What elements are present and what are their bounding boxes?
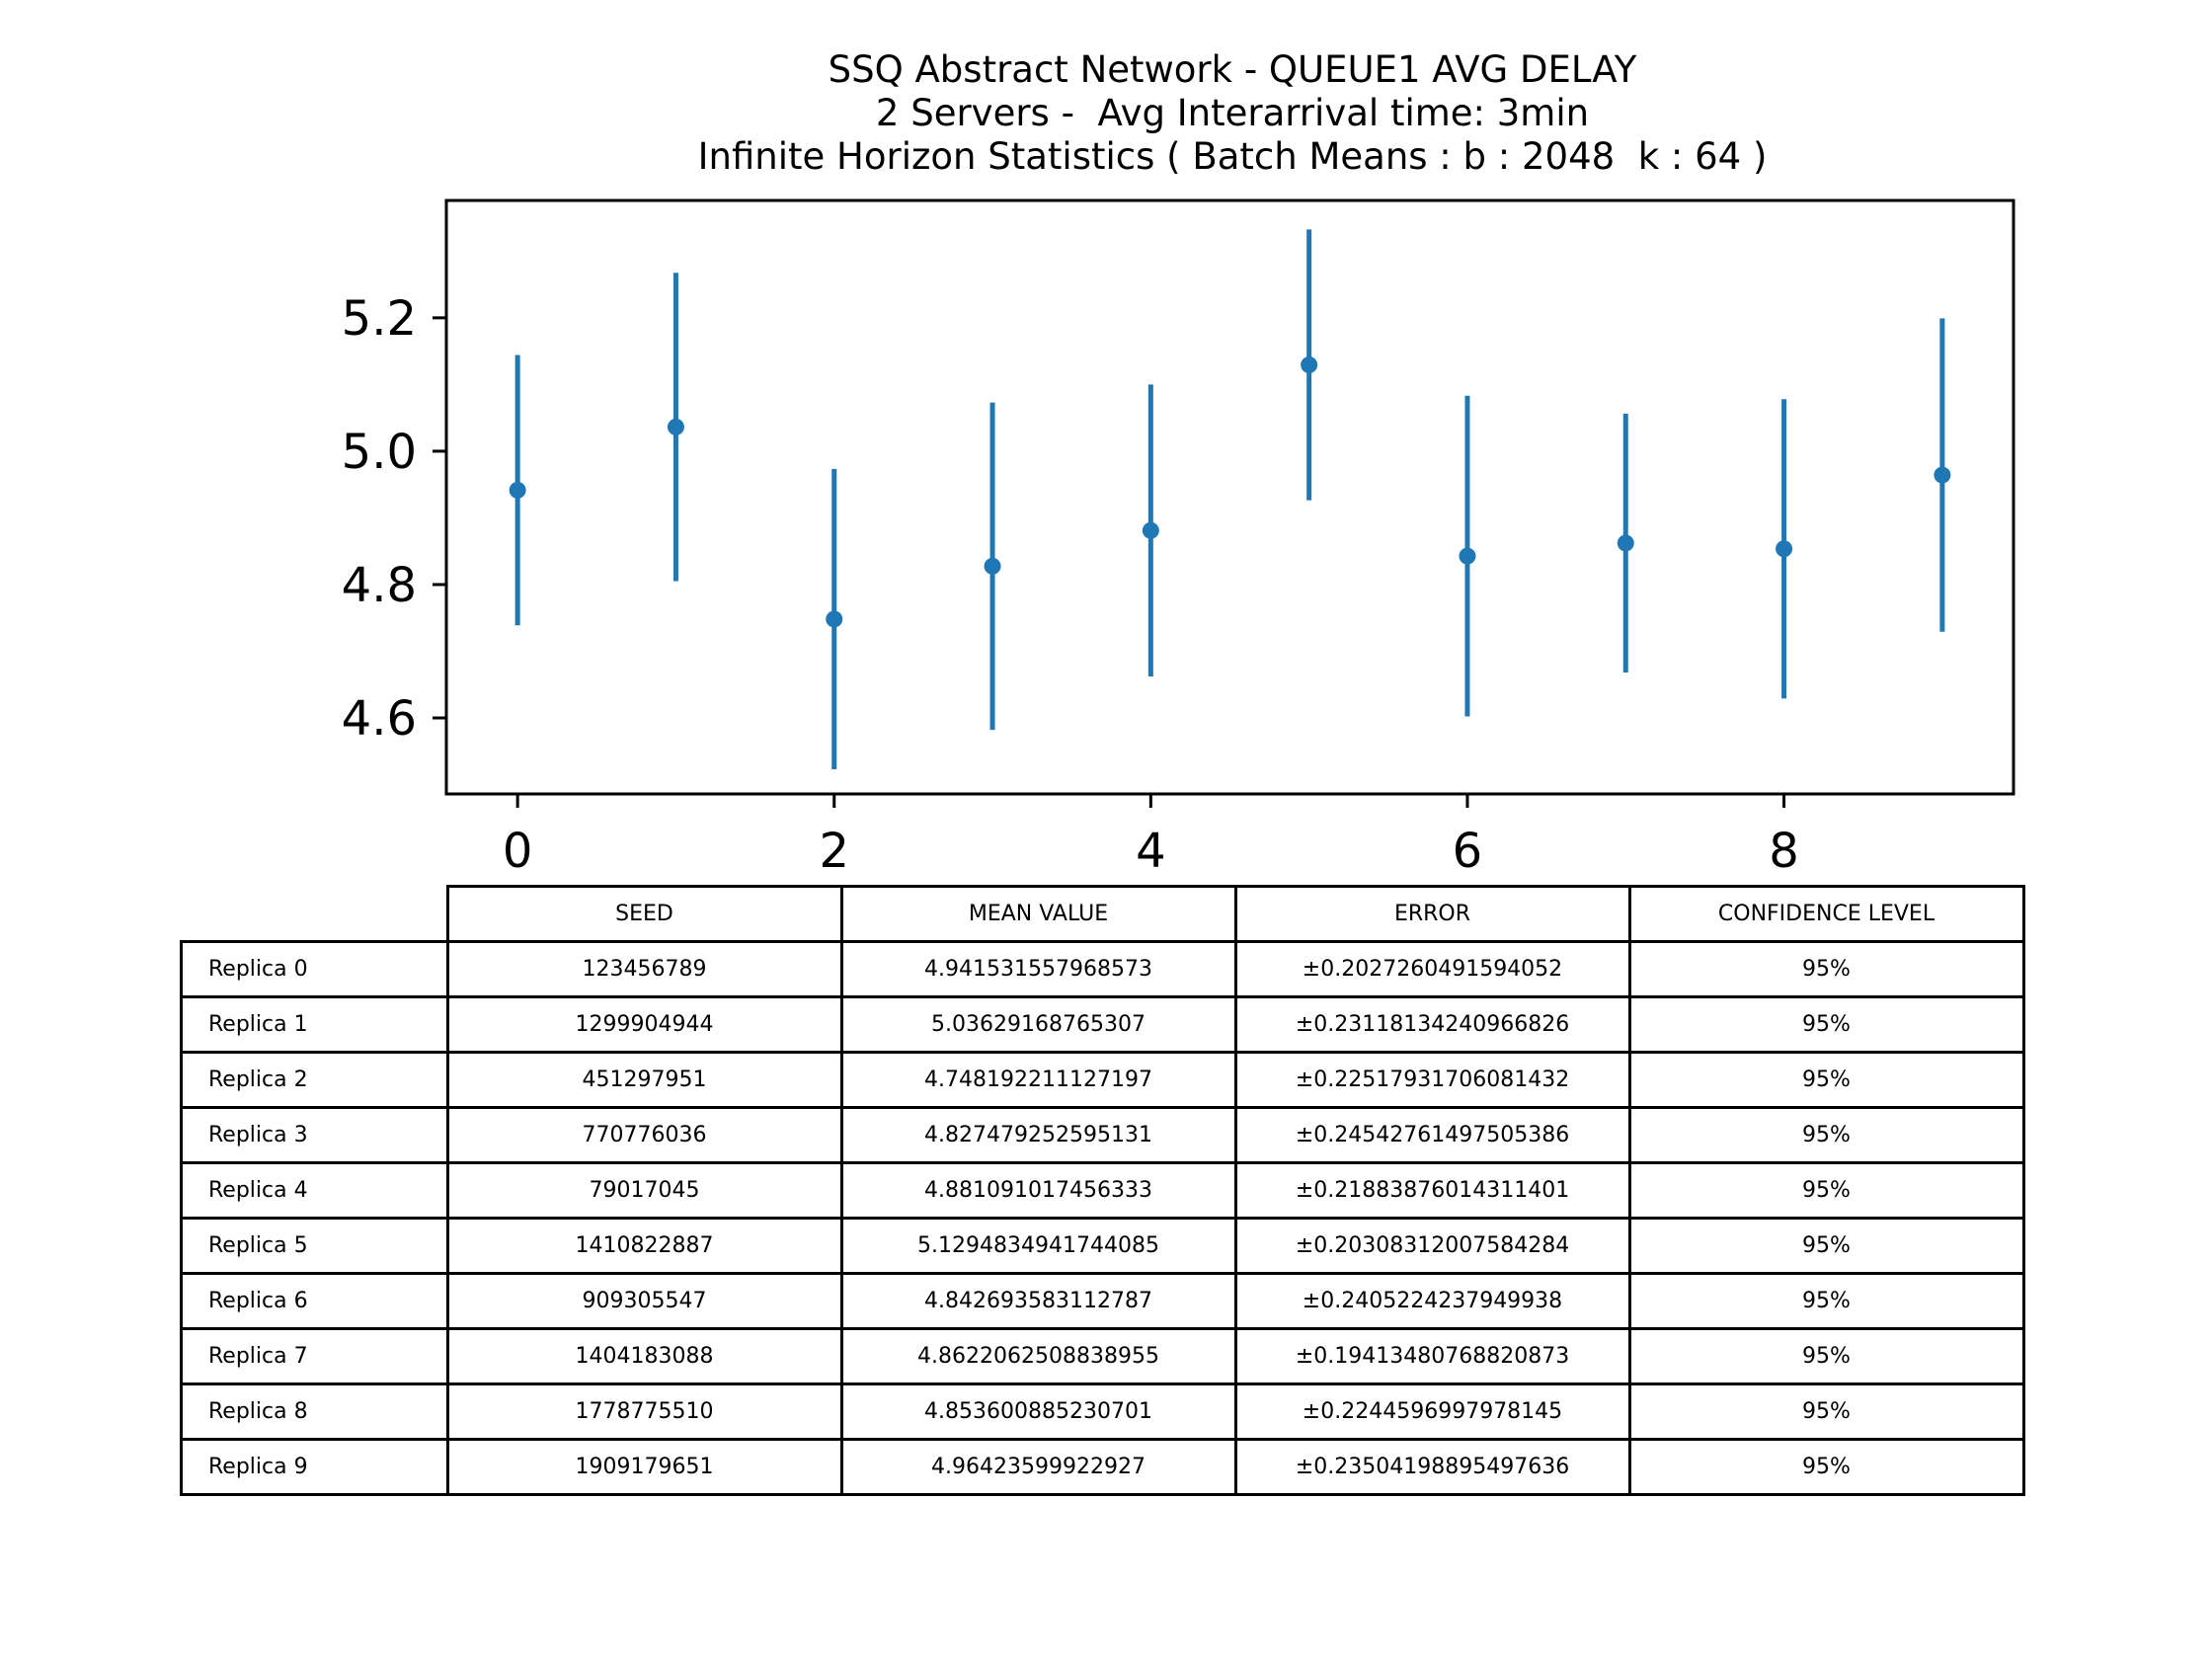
error-cell: ±0.20308312007584284 (1233, 1217, 1631, 1275)
error-cell: ±0.19413480768820873 (1233, 1327, 1631, 1385)
error-cell: ±0.22517931706081432 (1233, 1051, 1631, 1109)
column-header-error: ERROR (1233, 885, 1631, 943)
seed-cell: 1909179651 (445, 1438, 843, 1496)
mean-value-cell: 5.1294834941744085 (839, 1217, 1237, 1275)
mean-value-cell: 4.941531557968573 (839, 940, 1237, 998)
table-row: Replica 1 1299904944 5.03629168765307 ±0.23… (180, 995, 2025, 1054)
table-row: Replica 8 1778775510 4.853600885230701 ±0.2… (180, 1382, 2025, 1441)
data-point (1142, 521, 1159, 539)
mean-value-cell: 4.842693583112787 (839, 1272, 1237, 1330)
y-tick-label: 4.8 (342, 558, 417, 613)
row-label: Replica 1 (180, 995, 449, 1054)
data-point (984, 557, 1001, 575)
table-row: Replica 3 770776036 4.827479252595131 ±0.24… (180, 1106, 2025, 1164)
confidence-level-cell: 95% (1627, 1217, 2025, 1275)
column-header-seed: SEED (445, 885, 843, 943)
column-header-mean-value: MEAN VALUE (839, 885, 1237, 943)
y-tick-label: 4.6 (342, 691, 417, 747)
seed-cell: 770776036 (445, 1106, 843, 1164)
mean-value-cell: 4.8622062508838955 (839, 1327, 1237, 1385)
confidence-level-cell: 95% (1627, 940, 2025, 998)
column-header-confidence-level: CONFIDENCE LEVEL (1627, 885, 2025, 943)
y-tick-label: 5.0 (342, 425, 417, 480)
row-label: Replica 2 (180, 1051, 449, 1109)
error-cell: ±0.2244596997978145 (1233, 1382, 1631, 1441)
y-tick-label: 5.2 (342, 291, 417, 347)
x-axis: 0 2 4 6 8 (503, 794, 1799, 879)
error-cell: ±0.24542761497505386 (1233, 1106, 1631, 1164)
chart-subtitle-1: 2 Servers - Avg Interarrival time: 3min (876, 92, 1589, 134)
seed-cell: 1778775510 (445, 1382, 843, 1441)
confidence-level-cell: 95% (1627, 1327, 2025, 1385)
row-label: Replica 0 (180, 940, 449, 998)
row-label: Replica 7 (180, 1327, 449, 1385)
row-label: Replica 5 (180, 1217, 449, 1275)
plot-frame (444, 198, 2015, 796)
table-row: Replica 0 123456789 4.941531557968573 ±0.20… (180, 940, 2025, 998)
confidence-level-cell: 95% (1627, 1161, 2025, 1220)
table-row: Replica 4 79017045 4.881091017456333 ±0.218… (180, 1161, 2025, 1220)
seed-cell: 909305547 (445, 1272, 843, 1330)
row-label: Replica 9 (180, 1438, 449, 1496)
error-cell: ±0.2405224237949938 (1233, 1272, 1631, 1330)
table-corner-cell (182, 887, 448, 942)
seed-cell: 79017045 (445, 1161, 843, 1220)
row-label: Replica 3 (180, 1106, 449, 1164)
row-label: Replica 8 (180, 1382, 449, 1441)
seed-cell: 1410822887 (445, 1217, 843, 1275)
table-row: Replica 9 1909179651 4.96423599922927 ±0.23… (180, 1438, 2025, 1496)
results-table: SEED MEAN VALUE ERROR CONFIDENCE LEVEL R… (180, 885, 2025, 1496)
data-point (1776, 540, 1793, 558)
x-tick-label: 6 (1453, 824, 1483, 879)
table-header-row: SEED MEAN VALUE ERROR CONFIDENCE LEVEL (182, 885, 2025, 943)
data-point (1934, 466, 1951, 484)
data-point (1301, 356, 1318, 373)
confidence-level-cell: 95% (1627, 1051, 2025, 1109)
table-row: Replica 2 451297951 4.748192211127197 ±0.22… (180, 1051, 2025, 1109)
x-tick-label: 0 (503, 824, 533, 879)
error-cell: ±0.21883876014311401 (1233, 1161, 1631, 1220)
data-point (667, 418, 684, 435)
seed-cell: 123456789 (445, 940, 843, 998)
y-axis: 4.6 4.8 5.0 5.2 (342, 291, 446, 747)
table-row: Replica 6 909305547 4.842693583112787 ±0.24… (180, 1272, 2025, 1330)
confidence-level-cell: 95% (1627, 1382, 2025, 1441)
row-label: Replica 4 (180, 1161, 449, 1220)
mean-value-cell: 4.827479252595131 (839, 1106, 1237, 1164)
mean-value-cell: 4.96423599922927 (839, 1438, 1237, 1496)
error-cell: ±0.23504198895497636 (1233, 1438, 1631, 1496)
confidence-level-cell: 95% (1627, 995, 2025, 1054)
table-body: Replica 0 123456789 4.941531557968573 ±0.20… (180, 940, 2025, 1496)
seed-cell: 451297951 (445, 1051, 843, 1109)
table-row: Replica 5 1410822887 5.1294834941744085 ±0.… (180, 1217, 2025, 1275)
mean-value-cell: 4.748192211127197 (839, 1051, 1237, 1109)
seed-cell: 1404183088 (445, 1327, 843, 1385)
x-tick-label: 4 (1136, 824, 1166, 879)
data-point (509, 481, 526, 499)
data-point (1617, 534, 1634, 552)
mean-value-cell: 4.881091017456333 (839, 1161, 1237, 1220)
table-row: Replica 7 1404183088 4.8622062508838955 ±0.… (180, 1327, 2025, 1385)
x-tick-label: 8 (1769, 824, 1799, 879)
error-cell: ±0.23118134240966826 (1233, 995, 1631, 1054)
seed-cell: 1299904944 (445, 995, 843, 1054)
chart-subtitle-2: Infinite Horizon Statistics ( Batch Mean… (698, 135, 1768, 178)
confidence-level-cell: 95% (1627, 1272, 2025, 1330)
mean-value-cell: 4.853600885230701 (839, 1382, 1237, 1441)
confidence-level-cell: 95% (1627, 1106, 2025, 1164)
x-tick-label: 2 (819, 824, 849, 879)
data-point (826, 610, 843, 628)
row-label: Replica 6 (180, 1272, 449, 1330)
data-marks (509, 229, 1951, 770)
chart-title: SSQ Abstract Network - QUEUE1 AVG DELAY (829, 48, 1637, 91)
mean-value-cell: 5.03629168765307 (839, 995, 1237, 1054)
confidence-level-cell: 95% (1627, 1438, 2025, 1496)
error-cell: ±0.2027260491594052 (1233, 940, 1631, 998)
data-point (1459, 547, 1476, 565)
